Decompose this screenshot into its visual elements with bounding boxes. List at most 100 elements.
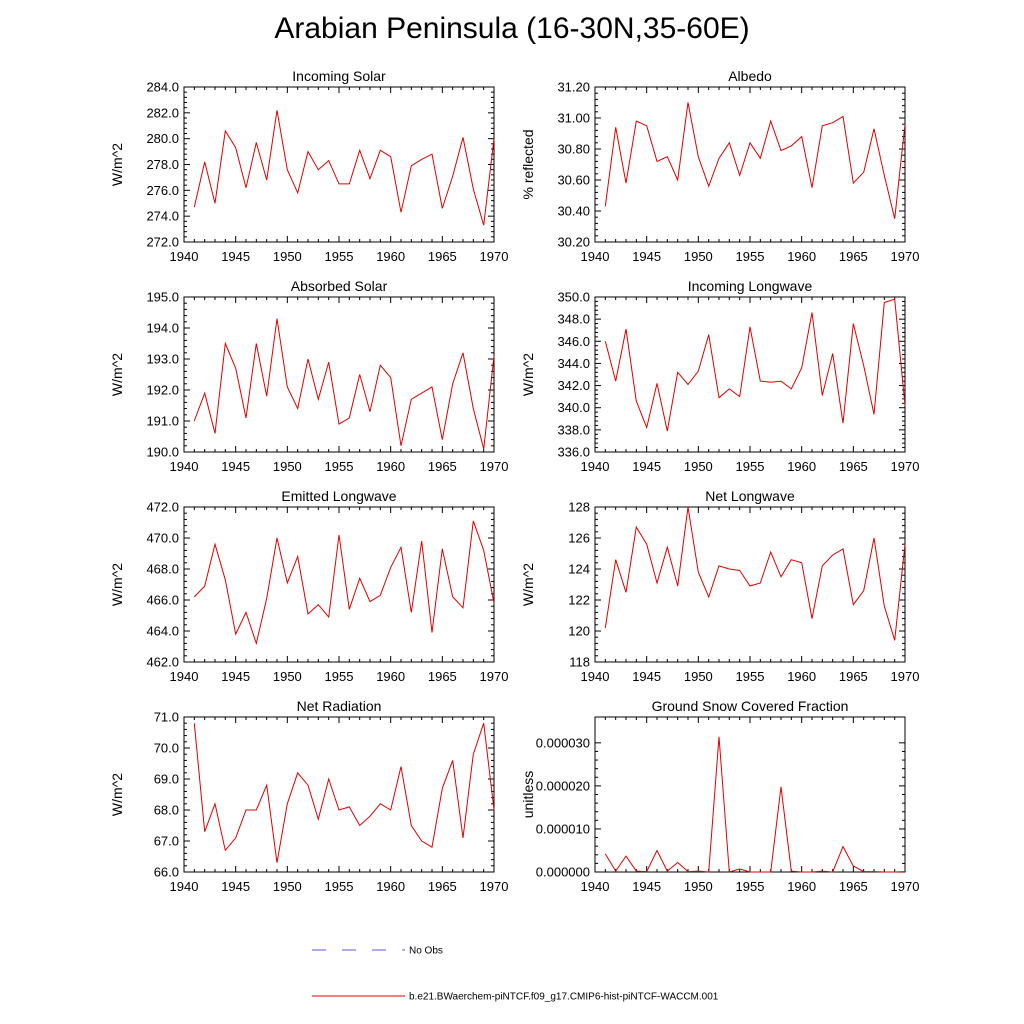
y-axis-label: unitless xyxy=(520,771,536,818)
panel-ground-snow-covered-fraction: Ground Snow Covered Fraction unitless 1940… xyxy=(520,698,919,894)
y-axis-label: W/m^2 xyxy=(109,143,125,186)
x-tick-label: 1965 xyxy=(428,879,457,894)
y-tick-label: 336.0 xyxy=(557,445,590,460)
y-tick-label: 31.20 xyxy=(557,80,590,95)
panel-incoming-longwave: Incoming Longwave W/m^2 1940 1945 1950 1955 19… xyxy=(520,278,919,474)
panel-title: Incoming Solar xyxy=(292,68,386,84)
x-tick-label: 1940 xyxy=(170,459,199,474)
y-tick-label: 67.0 xyxy=(154,834,179,849)
x-tick-label: 1970 xyxy=(480,459,509,474)
x-tick-label: 1945 xyxy=(221,669,250,684)
y-tick-label: 284.0 xyxy=(146,80,179,95)
x-tick-label: 1960 xyxy=(376,879,405,894)
x-tick-label: 1940 xyxy=(170,669,199,684)
panel-title: Ground Snow Covered Fraction xyxy=(652,698,849,714)
y-tick-label: 464.0 xyxy=(146,624,179,639)
y-tick-label: 70.0 xyxy=(154,741,179,756)
panel-title: Emitted Longwave xyxy=(281,488,396,504)
panel-emitted-longwave: Emitted Longwave W/m^2 1940 1945 1950 1955 196… xyxy=(109,488,508,684)
y-tick-label: 338.0 xyxy=(557,422,590,437)
y-tick-label: 128 xyxy=(568,500,590,515)
x-tick-label: 1960 xyxy=(376,669,405,684)
y-tick-label: 30.60 xyxy=(557,173,590,188)
panel-title: Absorbed Solar xyxy=(291,278,388,294)
y-tick-label: 30.40 xyxy=(557,204,590,219)
x-tick-label: 1965 xyxy=(839,459,868,474)
y-tick-label: 346.0 xyxy=(557,334,590,349)
panel-title: Albedo xyxy=(728,68,772,84)
x-tick-label: 1945 xyxy=(632,459,661,474)
y-tick-label: 69.0 xyxy=(154,772,179,787)
y-axis-label: W/m^2 xyxy=(520,563,536,606)
x-tick-label: 1945 xyxy=(221,879,250,894)
y-axis-label: W/m^2 xyxy=(109,353,125,396)
y-tick-label: 276.0 xyxy=(146,183,179,198)
x-tick-label: 1945 xyxy=(221,459,250,474)
y-tick-label: 195.0 xyxy=(146,290,179,305)
plot-frame xyxy=(183,86,495,243)
x-tick-label: 1960 xyxy=(787,249,816,264)
x-tick-label: 1960 xyxy=(787,669,816,684)
legend-obs-label: No Obs xyxy=(409,946,443,957)
legend-model-label: b.e21.BWaerchem-piNTCF.f09_g17.CMIP6-his… xyxy=(409,992,719,1003)
plot-frame xyxy=(594,506,906,663)
y-tick-label: 348.0 xyxy=(557,312,590,327)
y-tick-label: 0.000010 xyxy=(536,821,590,836)
panel-title: Net Radiation xyxy=(297,698,382,714)
x-tick-label: 1970 xyxy=(891,459,920,474)
y-axis-label: W/m^2 xyxy=(520,353,536,396)
x-tick-label: 1955 xyxy=(325,879,354,894)
y-tick-label: 470.0 xyxy=(146,531,179,546)
y-tick-label: 280.0 xyxy=(146,131,179,146)
x-tick-label: 1940 xyxy=(581,249,610,264)
x-tick-label: 1945 xyxy=(632,249,661,264)
x-tick-label: 1965 xyxy=(428,249,457,264)
y-tick-label: 0.000000 xyxy=(536,865,590,880)
x-tick-label: 1970 xyxy=(480,879,509,894)
x-tick-label: 1955 xyxy=(325,669,354,684)
x-tick-label: 1960 xyxy=(376,459,405,474)
panel-albedo: Albedo % reflected 1940 1945 1950 1955 1960 196… xyxy=(520,68,919,264)
series-line-model xyxy=(604,506,906,641)
y-tick-label: 124 xyxy=(568,562,590,577)
y-tick-label: 462.0 xyxy=(146,655,179,670)
y-tick-label: 190.0 xyxy=(146,445,179,460)
series-line-model xyxy=(193,723,495,863)
y-tick-label: 31.00 xyxy=(557,111,590,126)
x-tick-label: 1945 xyxy=(632,879,661,894)
panel-net-radiation: Net Radiation W/m^2 1940 1945 1950 1955 1960 19… xyxy=(109,698,508,894)
page-title: Arabian Peninsula (16-30N,35-60E) xyxy=(274,12,750,45)
y-tick-label: 0.000030 xyxy=(536,735,590,750)
x-tick-label: 1940 xyxy=(581,669,610,684)
y-tick-label: 30.80 xyxy=(557,142,590,157)
plot-frame xyxy=(594,86,906,243)
y-tick-label: 192.0 xyxy=(146,383,179,398)
series-line-model xyxy=(193,318,495,450)
y-tick-label: 282.0 xyxy=(146,105,179,120)
panel-absorbed-solar: Absorbed Solar W/m^2 1940 1945 1950 1955 1960 1… xyxy=(109,278,508,474)
y-tick-label: 350.0 xyxy=(557,290,590,305)
plot-frame xyxy=(183,296,495,453)
y-axis-label: % reflected xyxy=(520,129,536,199)
x-tick-label: 1970 xyxy=(480,669,509,684)
y-tick-label: 472.0 xyxy=(146,500,179,515)
x-tick-label: 1955 xyxy=(325,459,354,474)
plot-frame xyxy=(594,716,906,873)
y-tick-label: 468.0 xyxy=(146,562,179,577)
x-tick-label: 1950 xyxy=(273,879,302,894)
series-line-model xyxy=(193,520,495,646)
series-line-model xyxy=(193,110,495,226)
x-tick-label: 1950 xyxy=(684,249,713,264)
y-tick-label: 274.0 xyxy=(146,209,179,224)
y-tick-label: 191.0 xyxy=(146,414,179,429)
x-tick-label: 1960 xyxy=(787,879,816,894)
series-line-model xyxy=(604,736,906,873)
y-tick-label: 278.0 xyxy=(146,157,179,172)
y-tick-label: 68.0 xyxy=(154,803,179,818)
panel-net-longwave: Net Longwave W/m^2 1940 1945 1950 1955 1960 196… xyxy=(520,488,919,684)
x-tick-label: 1970 xyxy=(891,249,920,264)
x-tick-label: 1950 xyxy=(273,459,302,474)
series-line-model xyxy=(604,102,906,219)
x-tick-label: 1960 xyxy=(376,249,405,264)
